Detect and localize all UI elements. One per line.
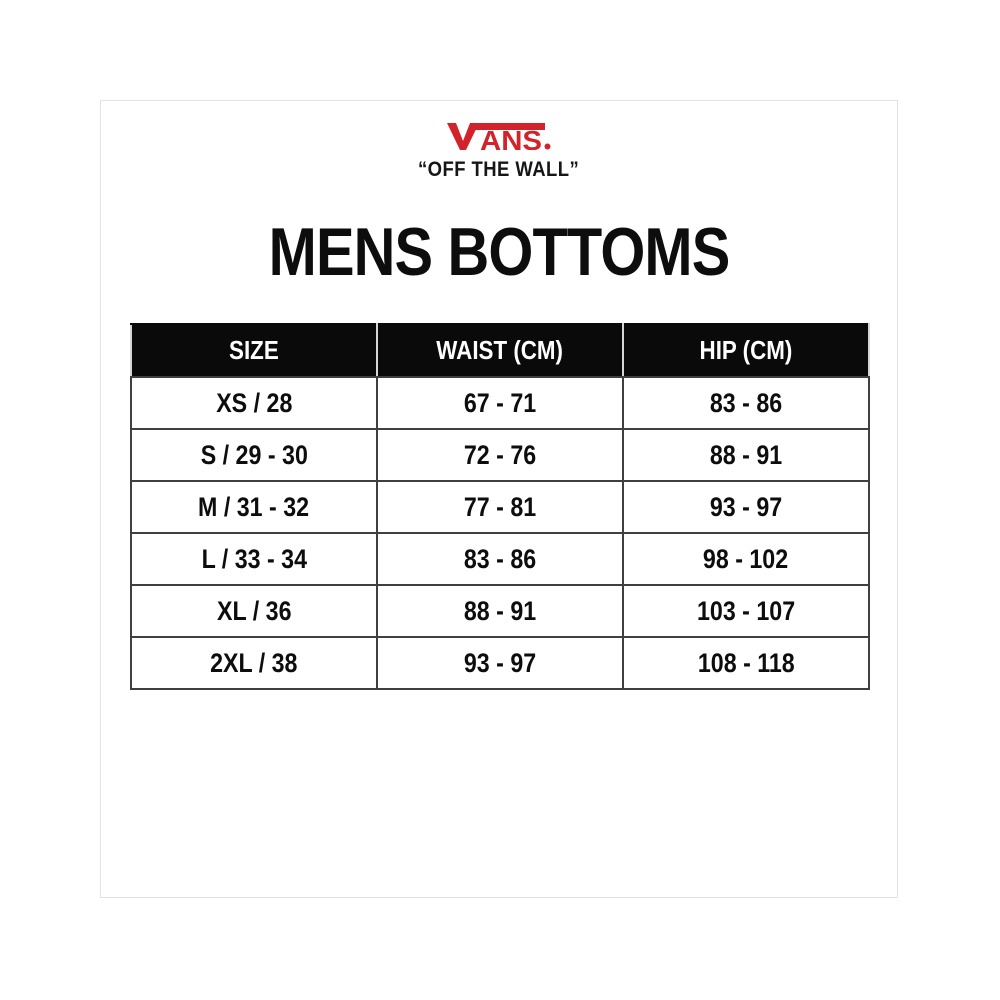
table-row: L / 33 - 34 83 - 86 98 - 102 [130,532,870,586]
size-cell: M / 31 - 32 [130,480,378,534]
size-chart-body: XS / 28 67 - 71 83 - 86 S / 29 - 30 72 -… [130,376,870,690]
waist-cell: 88 - 91 [376,584,624,638]
size-chart-header: SIZE WAIST (CM) HIP (CM) [130,323,870,378]
header-row: SIZE WAIST (CM) HIP (CM) [130,323,870,378]
hip-cell: 108 - 118 [622,636,870,690]
brand-tagline-text: “OFF THE WALL” [418,158,580,181]
hip-cell: 98 - 102 [622,532,870,586]
table-row: M / 31 - 32 77 - 81 93 - 97 [130,480,870,534]
hip-cell: 83 - 86 [622,376,870,430]
vans-logo-icon: ANS [446,123,550,150]
vans-logo-letters: ANS [480,125,542,150]
waist-cell: 93 - 97 [376,636,624,690]
column-header-waist: WAIST (CM) [376,323,624,378]
hip-cell: 88 - 91 [622,428,870,482]
column-header-size-label: SIZE [229,335,279,365]
hip-cell: 93 - 97 [622,480,870,534]
size-cell: S / 29 - 30 [130,428,378,482]
size-chart-table: SIZE WAIST (CM) HIP (CM) XS / 28 67 - 71… [130,323,870,690]
size-cell: 2XL / 38 [130,636,378,690]
size-cell: XS / 28 [130,376,378,430]
table-row: 2XL / 38 93 - 97 108 - 118 [130,636,870,690]
waist-cell: 67 - 71 [376,376,624,430]
waist-cell: 83 - 86 [376,532,624,586]
size-cell: L / 33 - 34 [130,532,378,586]
column-header-hip-label: HIP (CM) [699,335,793,365]
page-title-text: MENS BOTTOMS [268,214,731,290]
size-guide-card: ANS “OFF THE WALL” MENS BOTTOMS SIZE WAI… [100,100,898,898]
brand-tagline: “OFF THE WALL” [101,158,897,182]
vans-logo: ANS [101,120,897,150]
table-row: XS / 28 67 - 71 83 - 86 [130,376,870,430]
column-header-waist-label: WAIST (CM) [436,335,564,365]
waist-cell: 77 - 81 [376,480,624,534]
vans-logo-v-shape [446,123,479,150]
table-row: XL / 36 88 - 91 103 - 107 [130,584,870,638]
hip-cell: 103 - 107 [622,584,870,638]
size-cell: XL / 36 [130,584,378,638]
waist-cell: 72 - 76 [376,428,624,482]
vans-logo-trademark-dot [544,143,550,150]
column-header-size: SIZE [130,323,378,378]
vans-logo-bar-shape [474,123,545,130]
page-title: MENS BOTTOMS [101,217,897,287]
table-row: S / 29 - 30 72 - 76 88 - 91 [130,428,870,482]
column-header-hip: HIP (CM) [622,323,870,378]
